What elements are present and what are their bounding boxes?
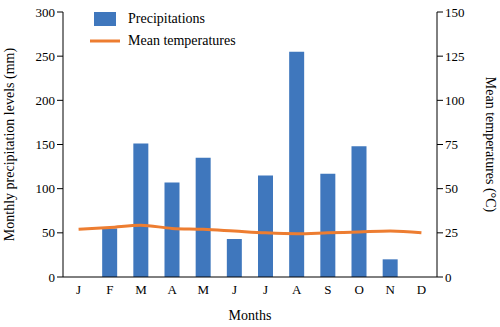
svg-text:100: 100 bbox=[36, 181, 56, 196]
svg-text:Monthly precipitation levels (: Monthly precipitation levels (mm) bbox=[8, 48, 18, 242]
svg-text:J: J bbox=[263, 282, 268, 297]
svg-text:Mean temperatures (°C): Mean temperatures (°C) bbox=[482, 77, 492, 213]
svg-text:D: D bbox=[417, 282, 426, 297]
svg-text:M: M bbox=[197, 282, 209, 297]
svg-text:75: 75 bbox=[445, 137, 458, 152]
svg-text:300: 300 bbox=[36, 5, 56, 20]
svg-text:S: S bbox=[324, 282, 331, 297]
svg-text:O: O bbox=[354, 282, 363, 297]
svg-text:N: N bbox=[386, 282, 396, 297]
svg-text:150: 150 bbox=[445, 5, 465, 20]
svg-text:50: 50 bbox=[445, 181, 458, 196]
svg-text:50: 50 bbox=[42, 225, 55, 240]
svg-text:J: J bbox=[76, 282, 81, 297]
svg-text:150: 150 bbox=[36, 137, 56, 152]
svg-text:25: 25 bbox=[445, 225, 458, 240]
svg-text:250: 250 bbox=[36, 49, 56, 64]
svg-text:A: A bbox=[292, 282, 302, 297]
svg-text:M: M bbox=[135, 282, 147, 297]
html-text:Mean temperatures: Mean temperatures bbox=[128, 33, 236, 48]
svg-text:0: 0 bbox=[445, 270, 452, 285]
svg-text:A: A bbox=[167, 282, 177, 297]
svg-text:Months: Months bbox=[229, 308, 272, 323]
svg-text:200: 200 bbox=[36, 93, 56, 108]
svg-text:125: 125 bbox=[445, 49, 465, 64]
svg-text:0: 0 bbox=[49, 270, 56, 285]
svg-text:100: 100 bbox=[445, 93, 465, 108]
svg-text:J: J bbox=[232, 282, 237, 297]
svg-text:F: F bbox=[106, 282, 113, 297]
html-text:Precipitations: Precipitations bbox=[128, 11, 205, 26]
